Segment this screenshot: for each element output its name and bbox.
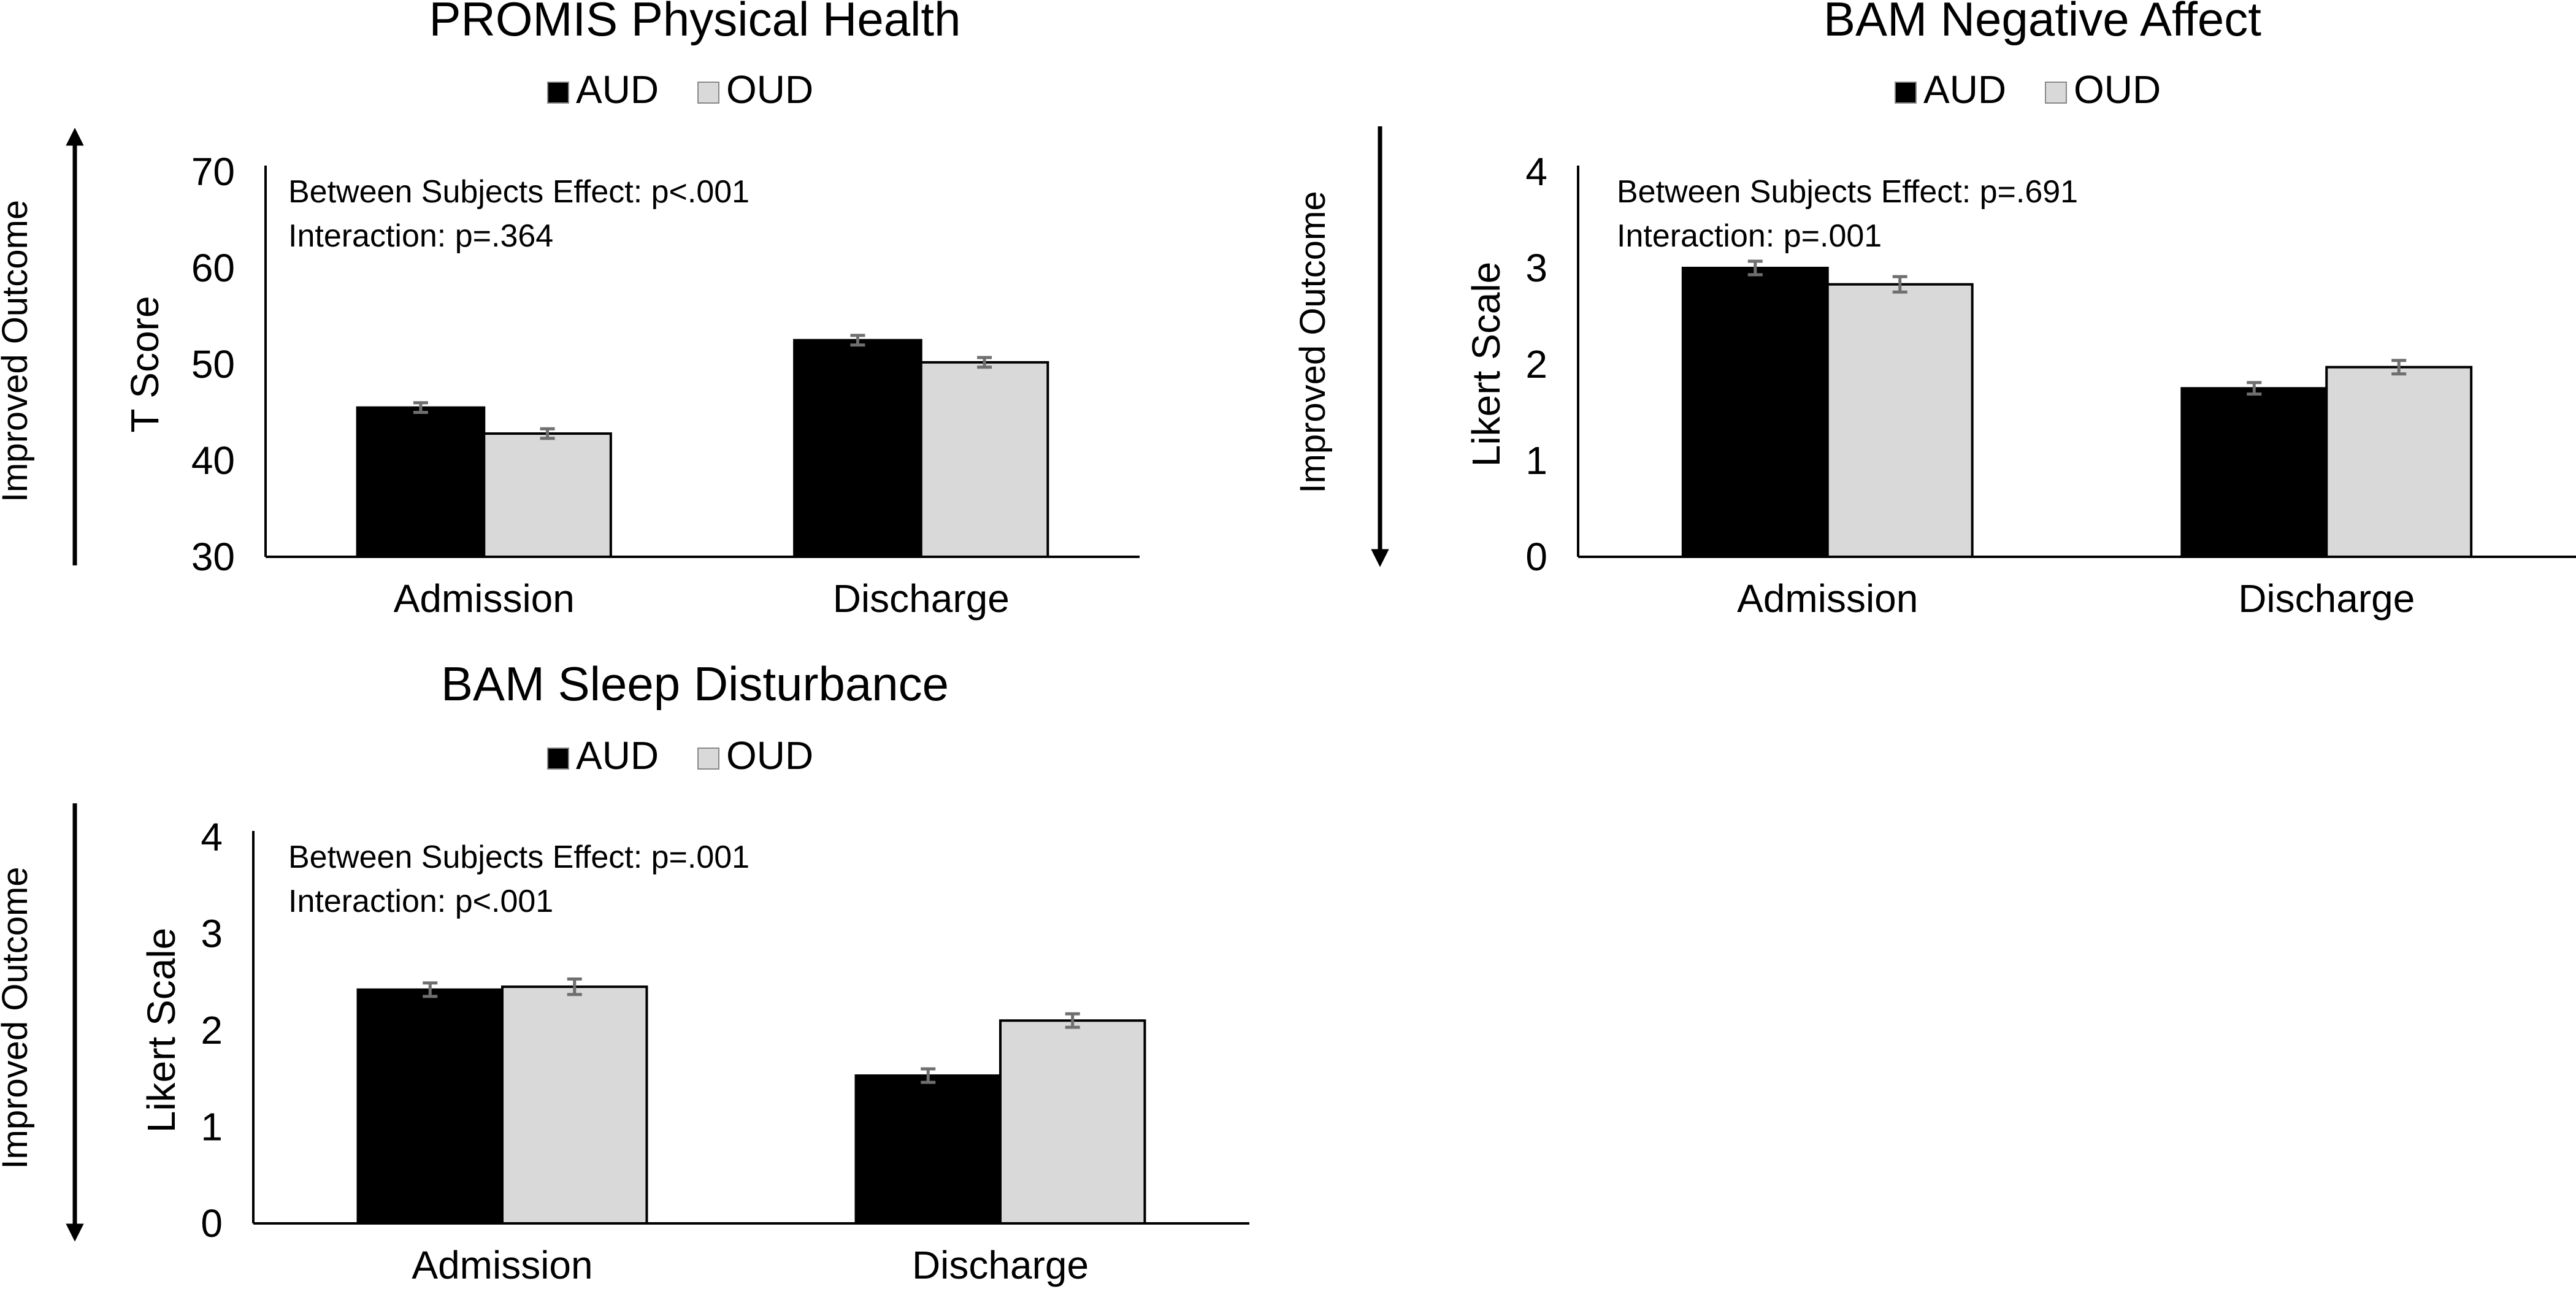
y-axis-label: T Score xyxy=(123,296,167,433)
y-tick-label: 4 xyxy=(201,815,223,859)
legend-label-oud: OUD xyxy=(726,67,813,112)
x-tick-label: Admission xyxy=(1737,576,1918,621)
direction-label: Improved Outcome xyxy=(0,866,35,1169)
legend-swatch-aud xyxy=(547,82,569,104)
bar-aud-discharge xyxy=(793,339,922,558)
y-tick-label: 3 xyxy=(201,912,223,956)
bar-aud-admission xyxy=(356,988,504,1225)
legend-swatch-oud xyxy=(697,82,719,104)
bar-oud-admission xyxy=(501,985,648,1225)
annotation-interaction: Interaction: p=.001 xyxy=(1617,218,1882,254)
y-tick-label: 0 xyxy=(1525,535,1547,579)
y-tick-label: 4 xyxy=(1525,150,1547,194)
x-tick-label: Discharge xyxy=(912,1243,1089,1287)
chart-panel-1: PROMIS Physical Health AUD OUD Improved Out… xyxy=(0,0,1140,621)
legend: AUD OUD xyxy=(547,733,813,778)
bar-oud-discharge xyxy=(999,1019,1146,1225)
direction-label: Improved Outcome xyxy=(1293,191,1333,493)
chart-title: BAM Negative Affect xyxy=(1823,0,2261,46)
legend-label-oud: OUD xyxy=(2074,67,2161,112)
annotation-between-subjects: Between Subjects Effect: p=.001 xyxy=(288,840,749,875)
y-tick-label: 2 xyxy=(1525,342,1547,386)
chart-panel-3: BAM Sleep Disturbance AUD OUD Improved Outc… xyxy=(0,657,1249,1287)
bar-aud-discharge xyxy=(2180,387,2328,558)
x-tick-label: Admission xyxy=(394,576,575,621)
bar-oud-discharge xyxy=(919,361,1049,558)
x-tick-label: Admission xyxy=(412,1243,592,1287)
x-tick-label: Discharge xyxy=(833,576,1010,621)
legend-label-aud: AUD xyxy=(576,733,659,778)
y-axis-label: Likert Scale xyxy=(139,928,183,1133)
legend-swatch-aud xyxy=(1895,82,1917,104)
y-tick-label: 1 xyxy=(1525,438,1547,483)
direction-label: Improved Outcome xyxy=(0,200,35,502)
bar-oud-admission xyxy=(483,432,612,558)
y-tick-label: 30 xyxy=(191,535,235,579)
bar-oud-admission xyxy=(1826,283,1974,558)
legend-swatch-oud xyxy=(2045,82,2067,104)
bar-aud-admission xyxy=(1681,267,1829,558)
y-tick-label: 60 xyxy=(191,246,235,290)
legend-label-aud: AUD xyxy=(576,67,659,112)
annotation-interaction: Interaction: p<.001 xyxy=(288,884,553,919)
legend-label-aud: AUD xyxy=(1923,67,2006,112)
legend-swatch-aud xyxy=(547,748,569,770)
bar-aud-admission xyxy=(356,406,486,559)
annotation-interaction: Interaction: p=.364 xyxy=(288,218,553,254)
chart-title: PROMIS Physical Health xyxy=(429,0,961,46)
y-tick-label: 2 xyxy=(201,1008,223,1052)
x-tick-label: Discharge xyxy=(2238,576,2415,621)
legend: AUD OUD xyxy=(1895,67,2161,112)
y-tick-label: 0 xyxy=(201,1201,223,1245)
y-tick-label: 3 xyxy=(1525,246,1547,290)
bar-aud-discharge xyxy=(854,1074,1002,1225)
y-tick-label: 1 xyxy=(201,1105,223,1149)
bar-oud-discharge xyxy=(2325,365,2473,559)
chart-title: BAM Sleep Disturbance xyxy=(441,657,949,711)
legend-label-oud: OUD xyxy=(726,733,813,778)
chart-panel-2: BAM Negative Affect AUD OUD Improved Outcom… xyxy=(1293,0,2576,621)
annotation-between-subjects: Between Subjects Effect: p<.001 xyxy=(288,174,749,210)
legend: AUD OUD xyxy=(547,67,813,112)
y-tick-label: 40 xyxy=(191,438,235,483)
annotation-between-subjects: Between Subjects Effect: p=.691 xyxy=(1617,174,2078,210)
y-tick-label: 50 xyxy=(191,342,235,386)
legend-swatch-oud xyxy=(697,748,719,770)
y-axis-label: Likert Scale xyxy=(1464,262,1508,467)
y-tick-label: 70 xyxy=(191,150,235,194)
